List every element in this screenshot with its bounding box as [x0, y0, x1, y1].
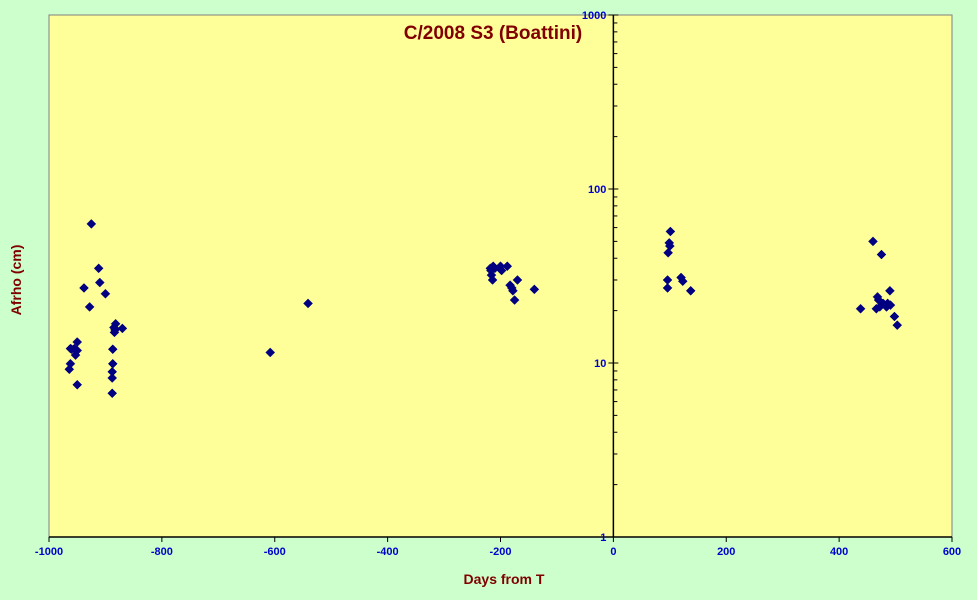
plot-area: [48, 14, 953, 538]
axes-layer: -1000 -800 -600 -400 -200 0 200 400 600 1 10 100 100…: [35, 10, 961, 558]
data-point: [512, 275, 523, 285]
data-point: [107, 373, 118, 383]
y-tick-label: 1000: [582, 10, 606, 22]
x-tick-label: 200: [717, 546, 735, 558]
data-point: [117, 323, 128, 334]
data-point: [868, 236, 878, 247]
data-point: [508, 285, 518, 296]
chart-title: C/2008 S3 (Boattini): [404, 23, 582, 44]
data-point: [502, 261, 513, 272]
data-point: [496, 265, 507, 276]
y-axis-title: Afrho (cm): [8, 245, 24, 316]
data-point: [663, 247, 673, 258]
marks-layer: [64, 219, 903, 399]
data-point: [885, 300, 896, 311]
x-tick-label: -800: [151, 546, 173, 558]
data-point: [662, 275, 673, 285]
data-point: [509, 295, 520, 305]
x-axis-title: Days from T: [464, 571, 545, 587]
x-tick-label: -600: [264, 546, 286, 558]
data-point: [662, 283, 673, 293]
y-tick-label: 1: [600, 532, 606, 544]
data-point: [79, 283, 89, 293]
data-point: [110, 318, 121, 329]
data-point: [93, 263, 104, 274]
data-point: [677, 276, 688, 287]
x-tick-label: -200: [489, 546, 511, 558]
data-point: [107, 388, 118, 399]
data-point: [487, 275, 498, 285]
data-point: [876, 249, 887, 260]
data-point: [107, 366, 118, 377]
data-point: [100, 288, 111, 299]
x-tick-label: 400: [830, 546, 848, 558]
data-point: [72, 345, 83, 356]
x-tick-label: 0: [610, 546, 616, 558]
data-point: [84, 302, 95, 312]
data-point: [107, 344, 118, 355]
data-point: [855, 303, 866, 314]
x-tick-label: -400: [377, 546, 399, 558]
data-point: [86, 219, 97, 229]
data-point: [303, 298, 313, 309]
data-point: [685, 285, 696, 296]
data-point: [107, 358, 118, 369]
data-point: [72, 379, 83, 390]
data-point: [892, 320, 903, 331]
y-tick-label: 100: [588, 184, 606, 196]
data-point: [665, 226, 676, 237]
data-point: [65, 358, 76, 369]
x-tick-label: 600: [943, 546, 961, 558]
data-point: [265, 347, 276, 358]
data-point: [889, 311, 900, 322]
data-point: [529, 284, 540, 295]
y-tick-label: 10: [594, 358, 606, 370]
x-tick-label: -1000: [35, 546, 63, 558]
data-point: [885, 285, 895, 296]
data-point: [94, 277, 105, 288]
data-point: [664, 241, 675, 251]
